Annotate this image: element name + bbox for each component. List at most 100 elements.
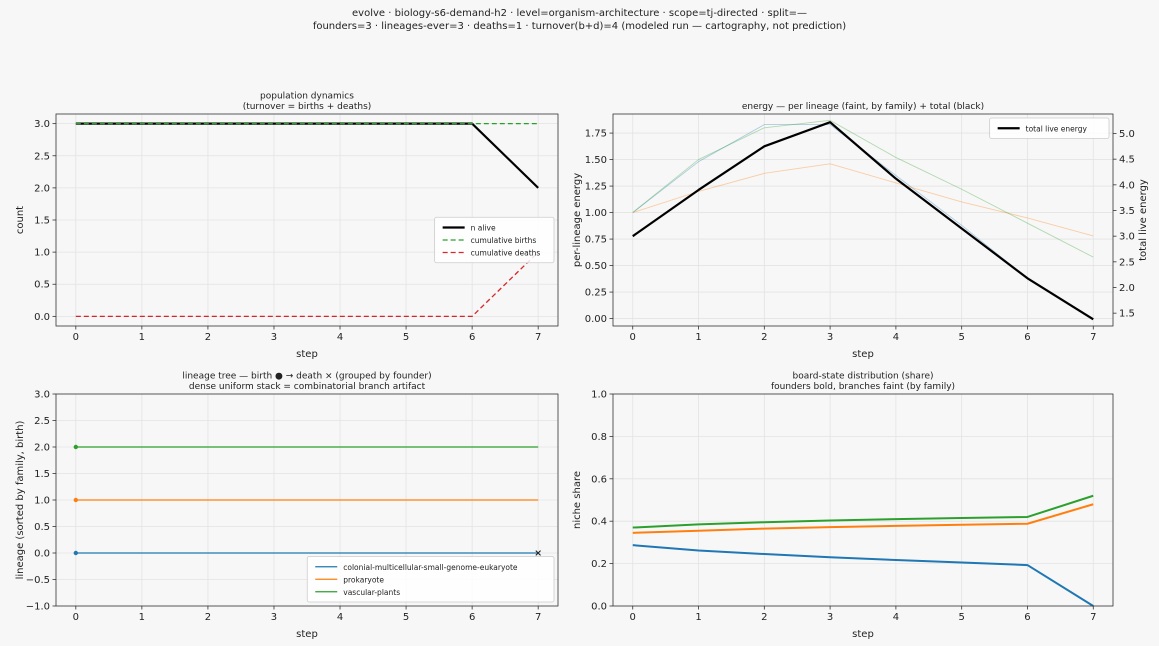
- plot-frame: [55, 393, 559, 607]
- legend-entry: cumulative deaths: [471, 249, 541, 258]
- x-tick-label: 0: [73, 332, 79, 343]
- plot-area: [613, 394, 1113, 606]
- y-tick-label: 1.00: [585, 208, 607, 219]
- y-axis-label: per-lineage energy: [572, 173, 583, 267]
- x-tick-label: 2: [761, 612, 767, 623]
- panels: 0 1 2 3 4 5 6 7 0.0 0.5 1.0 1.5 2.0 2.5 3.0 population …: [15, 92, 1149, 641]
- x-tick-label: 3: [827, 332, 833, 343]
- x-tick-label: 0: [630, 612, 636, 623]
- plot-frame: [612, 393, 1114, 607]
- series-line-0-2: [75, 251, 539, 318]
- birth-marker: [73, 444, 79, 450]
- series-line-1-3: [632, 121, 1094, 321]
- x-tick-label: 7: [535, 612, 541, 623]
- y-tick-label: 1.5: [34, 469, 50, 480]
- legend-entry: n alive: [471, 224, 496, 233]
- y2-axis-label: total live energy: [1138, 179, 1149, 261]
- death-marker: [535, 550, 541, 556]
- legend-entry: colonial-multicellular-small-genome-euka…: [343, 563, 518, 572]
- y-tick-label: 0.00: [585, 314, 607, 325]
- panel-title: (turnover = births + deaths): [243, 102, 372, 112]
- y-tick-label: 3.0: [34, 119, 50, 130]
- x-axis-label: step: [296, 629, 318, 640]
- panel-title: dense uniform stack = combinatorial bran…: [189, 382, 426, 392]
- x-tick-label: 6: [1024, 332, 1030, 343]
- chart-energy: 0 1 2 3 4 5 6 7 0.00 0.25 0.50 0.75 1.00 1.25 1.50 1.75…: [572, 102, 1149, 360]
- x-tick-label: 3: [271, 612, 277, 623]
- y-tick-label: 1.75: [585, 129, 607, 140]
- y-tick-label: 0.8: [591, 432, 607, 443]
- panel-title: population dynamics: [260, 92, 354, 102]
- legend-entry: prokaryote: [343, 575, 384, 584]
- y-tick-label: 3.0: [34, 390, 50, 401]
- series-line-1-1: [632, 163, 1094, 237]
- x-tick-label: 4: [337, 612, 343, 623]
- y2-tick-label: 5.0: [1119, 129, 1135, 140]
- panel-title: lineage tree — birth ● → death × (groupe…: [182, 372, 431, 382]
- legend-frame: [306, 556, 555, 603]
- series-line-3-1: [632, 503, 1094, 534]
- x-tick-label: 7: [1090, 332, 1096, 343]
- plot-frame: [612, 113, 1114, 327]
- x-tick-label: 5: [958, 332, 964, 343]
- y-tick-label: 1.5: [34, 216, 50, 227]
- x-tick-label: 4: [893, 332, 899, 343]
- x-tick-label: 5: [958, 612, 964, 623]
- y-tick-label: −0.5: [26, 575, 50, 586]
- x-tick-label: 1: [139, 612, 145, 623]
- x-axis-label: step: [852, 629, 874, 640]
- y-axis-label: lineage (sorted by family, birth): [15, 420, 26, 579]
- y2-tick-label: 4.0: [1119, 180, 1135, 191]
- x-tick-label: 0: [73, 612, 79, 623]
- x-axis-label: step: [852, 349, 874, 360]
- legend: total live energy: [989, 117, 1110, 139]
- x-tick-label: 1: [695, 612, 701, 623]
- series-line-1-2: [632, 119, 1094, 258]
- legend: n alive cumulative births cumulative death…: [434, 216, 555, 264]
- y-tick-label: 0.5: [34, 280, 50, 291]
- chart-population: 0 1 2 3 4 5 6 7 0.0 0.5 1.0 1.5 2.0 2.5 3.0 population …: [15, 92, 559, 360]
- y-tick-label: 0.75: [585, 235, 607, 246]
- x-axis-label: step: [296, 349, 318, 360]
- y2-tick-label: 2.0: [1119, 283, 1135, 294]
- y-tick-label: 0.2: [591, 559, 607, 570]
- x-tick-label: 6: [469, 612, 475, 623]
- y-tick-label: 2.0: [34, 183, 50, 194]
- plot-frame: [55, 113, 559, 327]
- y-tick-label: 0.6: [591, 474, 607, 485]
- y-tick-label: 0.0: [591, 602, 607, 613]
- y-tick-label: 1.0: [591, 390, 607, 401]
- x-tick-label: 2: [205, 612, 211, 623]
- y2-tick-label: 4.5: [1119, 155, 1135, 166]
- y2-tick-label: 2.5: [1119, 257, 1135, 268]
- x-tick-label: 6: [1024, 612, 1030, 623]
- y-tick-label: 1.50: [585, 155, 607, 166]
- legend-frame: [989, 117, 1110, 139]
- birth-marker: [73, 497, 79, 503]
- y2-tick-label: 3.0: [1119, 232, 1135, 243]
- suptitle-line-1: evolve · biology-s6-demand-h2 · level=or…: [352, 8, 807, 19]
- x-tick-label: 2: [205, 332, 211, 343]
- y-tick-label: 2.5: [34, 151, 50, 162]
- y-tick-label: 0.25: [585, 288, 607, 299]
- y-tick-label: 0.5: [34, 522, 50, 533]
- y2-tick-label: 3.5: [1119, 206, 1135, 217]
- x-tick-label: 4: [337, 332, 343, 343]
- y-tick-label: −1.0: [26, 602, 50, 613]
- x-tick-label: 3: [271, 332, 277, 343]
- legend-frame: [434, 216, 555, 264]
- birth-marker: [73, 550, 79, 556]
- x-tick-label: 3: [827, 612, 833, 623]
- x-tick-label: 7: [1090, 612, 1096, 623]
- y-tick-label: 0.4: [591, 517, 607, 528]
- legend-entry: total live energy: [1026, 124, 1088, 133]
- y-tick-label: 1.25: [585, 182, 607, 193]
- y-tick-label: 1.0: [34, 496, 50, 507]
- chart-lineage-tree: 0 1 2 3 4 5 6 7 −1.0 −0.5 0.0 0.5 1.0 1.5 2.0 2.5 3.0 lin…: [15, 372, 559, 640]
- series-line-3-0: [632, 544, 1094, 607]
- x-tick-label: 6: [469, 332, 475, 343]
- y2-tick-label: 1.5: [1119, 309, 1135, 320]
- y-axis-label: count: [15, 206, 26, 234]
- x-tick-label: 1: [139, 332, 145, 343]
